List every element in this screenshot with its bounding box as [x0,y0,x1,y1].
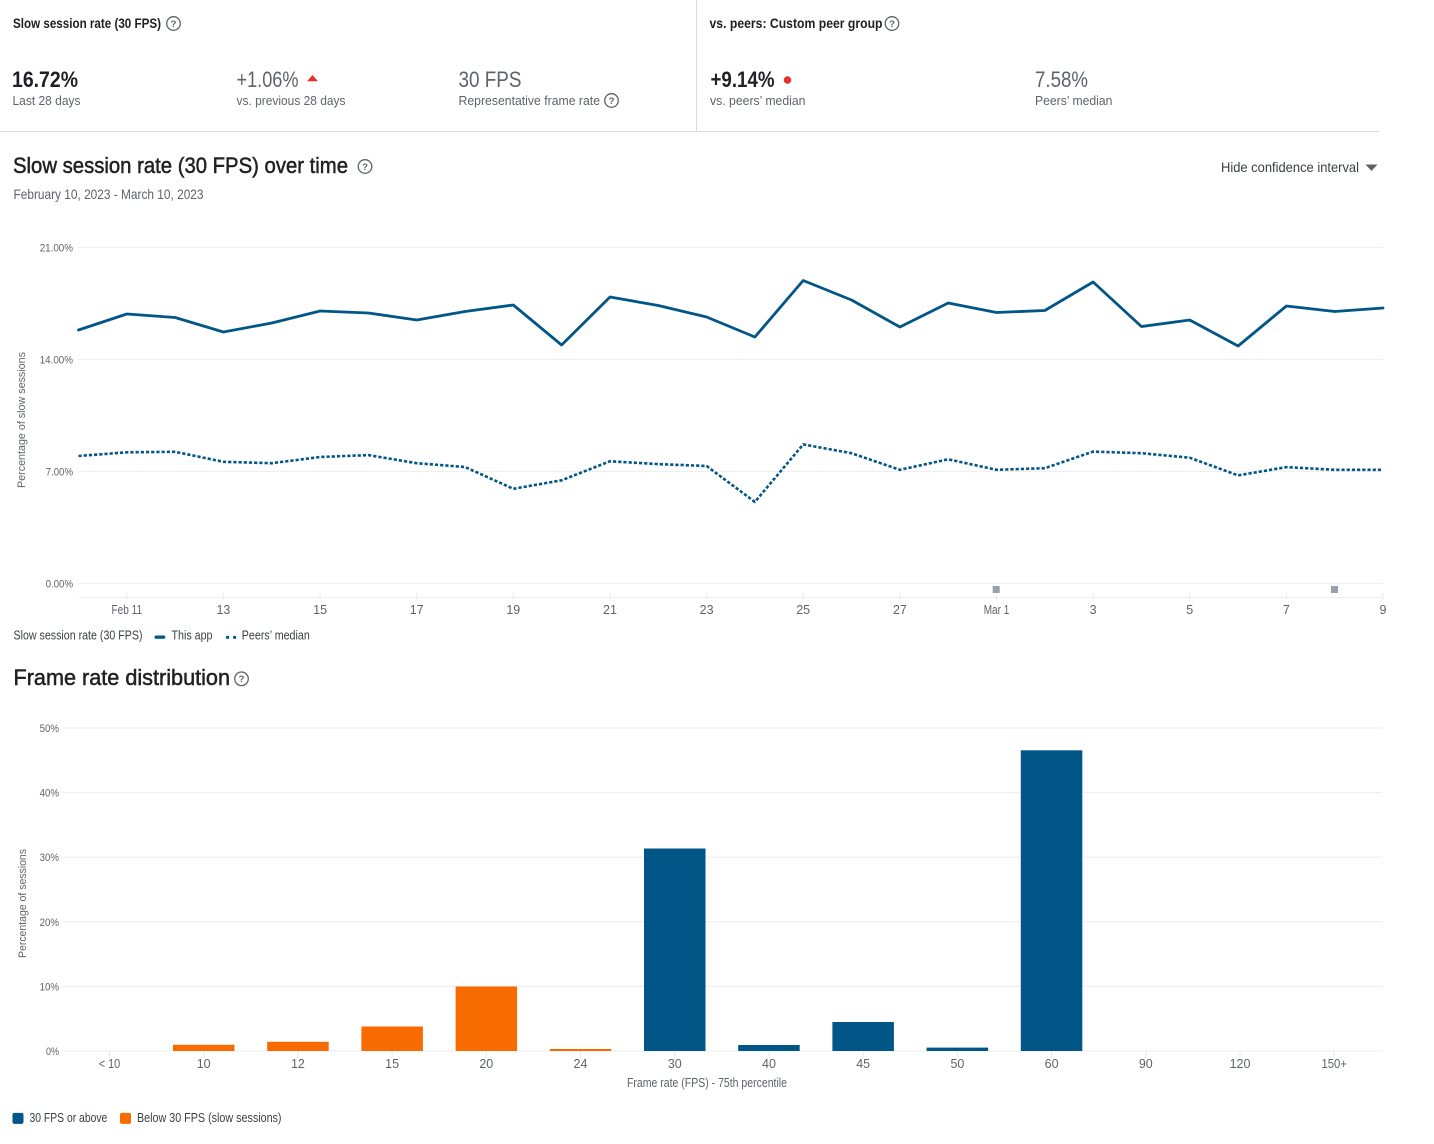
svg-text:Percentage of sessions: Percentage of sessions [17,849,29,958]
svg-text:< 10: < 10 [99,1057,121,1071]
svg-text:0.00%: 0.00% [46,578,73,590]
svg-text:14.00%: 14.00% [40,354,73,366]
svg-text:Frame rate (FPS) - 75th percen: Frame rate (FPS) - 75th percentile [627,1076,787,1090]
svg-text:Slow session rate (30 FPS): Slow session rate (30 FPS) [13,15,161,31]
svg-text:30 FPS: 30 FPS [459,67,522,92]
svg-text:vs. peers’ median: vs. peers’ median [710,93,806,108]
svg-text:30%: 30% [40,852,60,864]
svg-text:3: 3 [1090,603,1097,617]
svg-text:12: 12 [291,1057,305,1071]
svg-text:?: ? [609,96,615,107]
svg-text:50%: 50% [40,723,60,735]
svg-text:23: 23 [700,603,714,617]
svg-text:February 10, 2023 - March 10,: February 10, 2023 - March 10, 2023 [14,186,204,202]
svg-text:?: ? [171,19,177,30]
svg-text:Representative frame rate: Representative frame rate [459,93,601,108]
svg-text:?: ? [889,19,895,30]
svg-text:40%: 40% [40,788,60,800]
svg-text:Below 30 FPS (slow sessions): Below 30 FPS (slow sessions) [137,1110,282,1125]
svg-text:20: 20 [479,1057,493,1071]
svg-text:16.72%: 16.72% [12,67,78,92]
svg-text:15: 15 [385,1057,399,1071]
svg-text:?: ? [239,674,245,685]
svg-text:24: 24 [574,1057,588,1071]
svg-text:90: 90 [1139,1057,1153,1071]
svg-text:Peers’ median: Peers’ median [242,628,310,643]
svg-text:19: 19 [506,603,520,617]
svg-text:Last 28 days: Last 28 days [13,93,81,108]
svg-text:9: 9 [1380,603,1387,617]
svg-text:Feb 11: Feb 11 [112,603,143,617]
svg-text:+1.06%: +1.06% [237,67,299,92]
svg-text:0%: 0% [46,1046,59,1058]
svg-text:Slow session rate (30 FPS) ove: Slow session rate (30 FPS) over time [13,153,348,178]
svg-text:45: 45 [856,1057,870,1071]
svg-text:20%: 20% [40,917,60,929]
svg-text:5: 5 [1186,603,1193,617]
svg-text:150+: 150+ [1321,1057,1347,1071]
svg-text:21.00%: 21.00% [40,242,73,254]
svg-text:7: 7 [1283,603,1290,617]
svg-text:Hide confidence interval: Hide confidence interval [1221,159,1359,175]
svg-text:This app: This app [172,628,213,643]
svg-text:7.00%: 7.00% [46,466,73,478]
svg-text:30 FPS or above: 30 FPS or above [30,1110,108,1125]
svg-text:27: 27 [893,603,907,617]
svg-text:120: 120 [1230,1057,1251,1071]
svg-text:50: 50 [950,1057,964,1071]
svg-text:10: 10 [197,1057,211,1071]
svg-text:40: 40 [762,1057,776,1071]
svg-text:17: 17 [410,603,424,617]
svg-text:Slow session rate (30 FPS): Slow session rate (30 FPS) [14,628,143,643]
svg-text:?: ? [362,162,368,173]
svg-text:15: 15 [313,603,327,617]
svg-text:13: 13 [216,603,230,617]
svg-text:+9.14%: +9.14% [711,67,775,92]
svg-text:25: 25 [796,603,810,617]
svg-text:10%: 10% [40,981,60,993]
svg-text:vs. previous 28 days: vs. previous 28 days [237,93,346,108]
svg-text:Frame rate distribution: Frame rate distribution [14,665,231,690]
svg-text:Percentage of slow sessions: Percentage of slow sessions [16,352,28,488]
svg-text:vs. peers: Custom peer group: vs. peers: Custom peer group [710,15,883,31]
svg-text:7.58%: 7.58% [1035,67,1088,92]
svg-text:Peers’ median: Peers’ median [1035,93,1112,108]
svg-text:30: 30 [668,1057,682,1071]
svg-text:21: 21 [603,603,617,617]
svg-text:Mar 1: Mar 1 [984,603,1010,617]
svg-text:60: 60 [1045,1057,1059,1071]
